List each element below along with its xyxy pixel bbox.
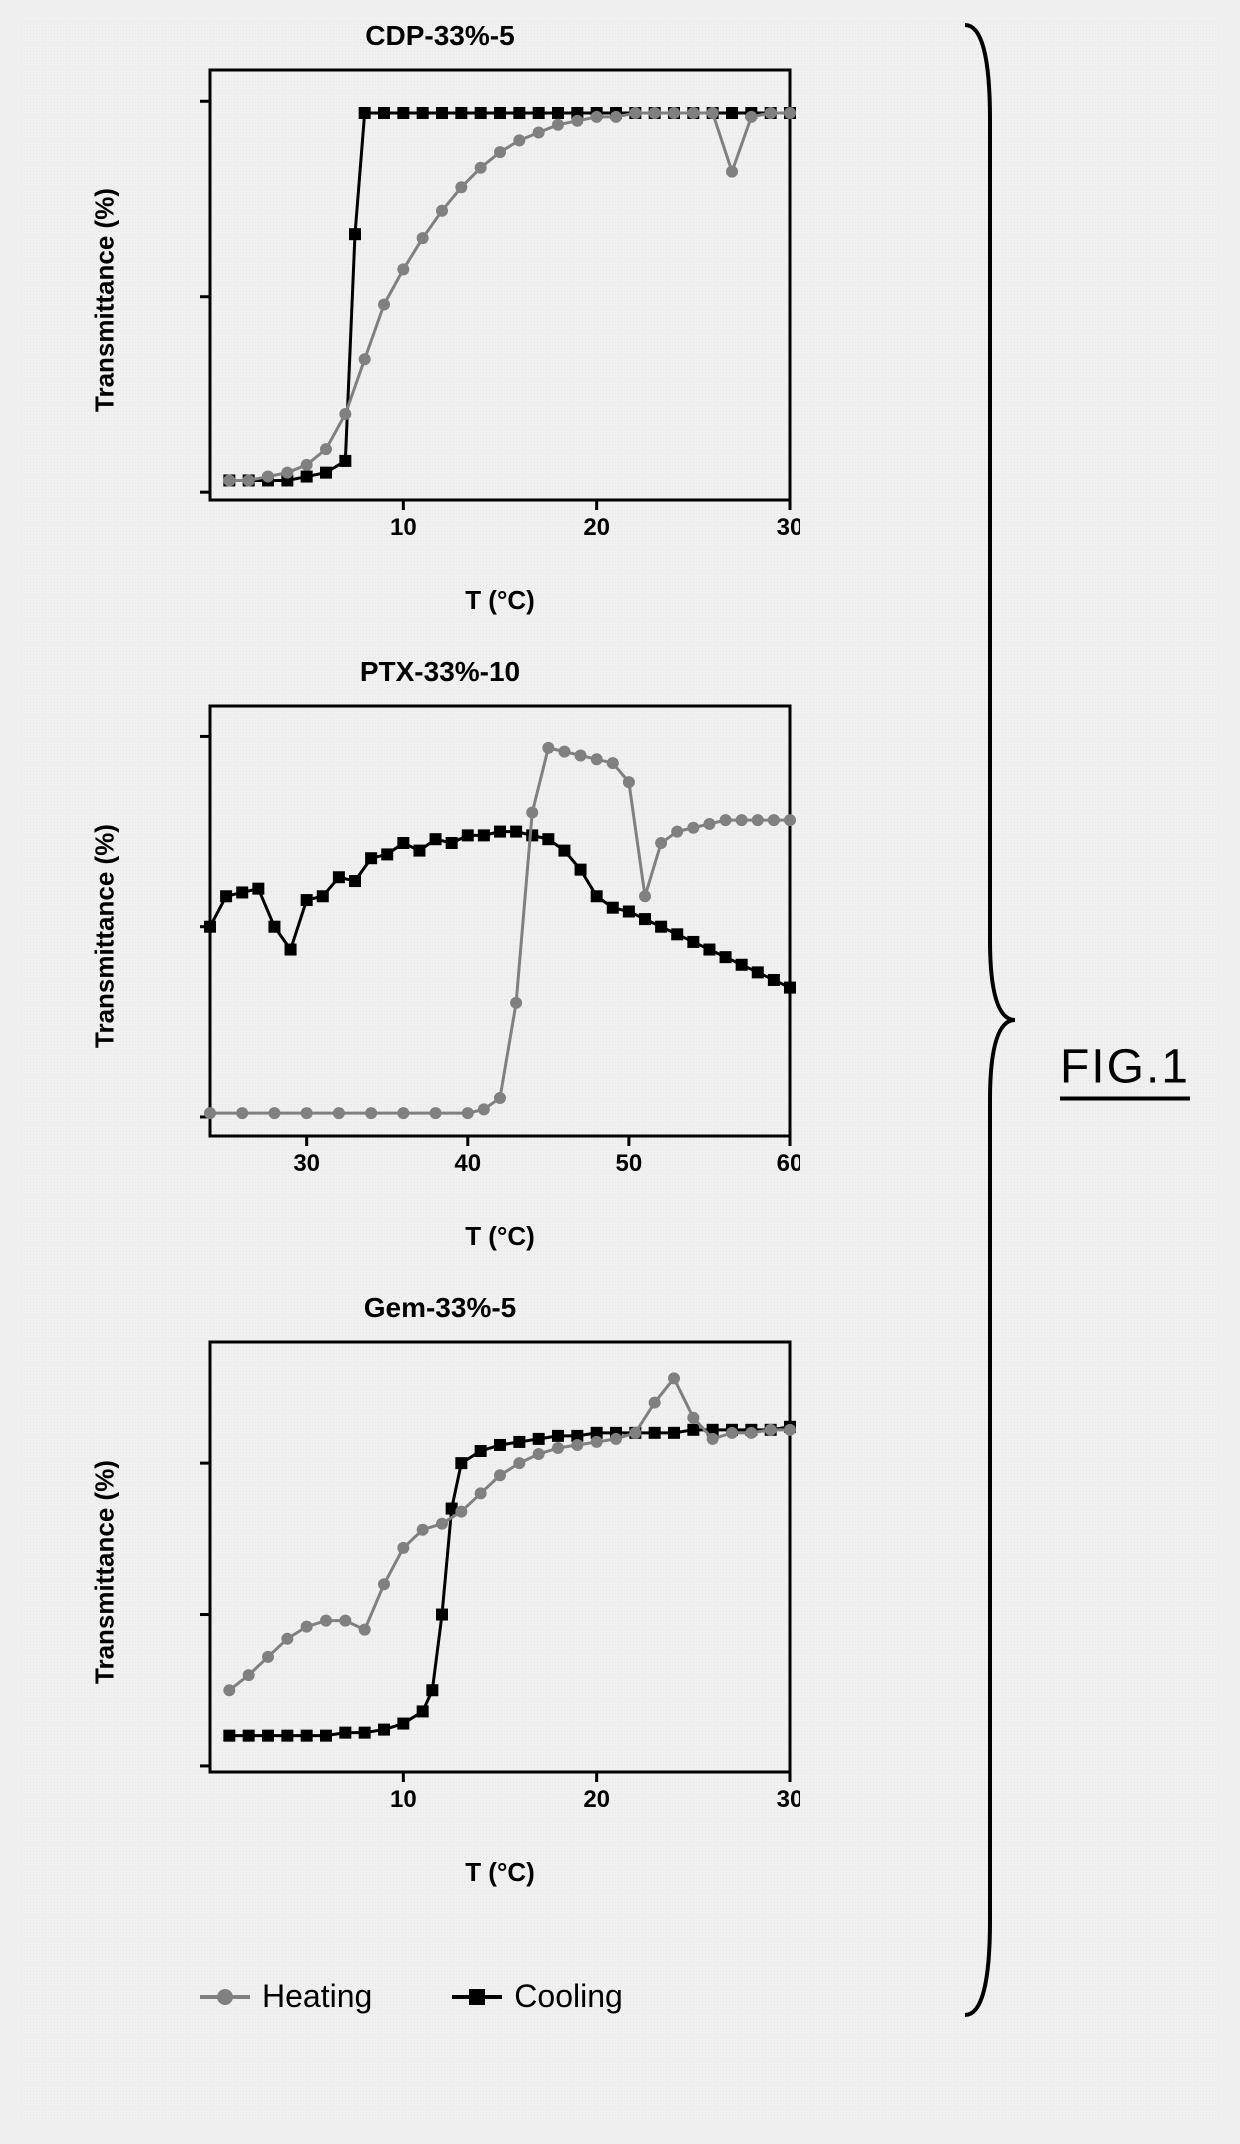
svg-text:10: 10 <box>390 514 417 540</box>
x-axis-label: T (°C) <box>200 585 800 616</box>
chart-title: PTX-33%-10 <box>80 656 800 688</box>
legend-label: Heating <box>262 1978 372 2015</box>
legend-swatch-heating <box>200 1995 250 1999</box>
chart-title: CDP-33%-5 <box>80 20 800 52</box>
chart-svg: 102030050100 <box>200 60 800 540</box>
svg-text:30: 30 <box>777 1786 800 1812</box>
chart-title: Gem-33%-5 <box>80 1292 800 1324</box>
brace-icon <box>960 20 1020 2020</box>
legend: Heating Cooling <box>200 1978 800 2015</box>
plot-area: Transmittance (%) 102030050100 <box>200 60 800 540</box>
svg-text:40: 40 <box>454 1150 481 1176</box>
svg-text:20: 20 <box>583 514 610 540</box>
svg-text:20: 20 <box>583 1786 610 1812</box>
chart-svg: 102030050100 <box>200 1332 800 1812</box>
x-axis-label: T (°C) <box>200 1857 800 1888</box>
legend-label: Cooling <box>514 1978 623 2015</box>
y-axis-label: Transmittance (%) <box>90 188 121 412</box>
y-axis-label: Transmittance (%) <box>90 824 121 1048</box>
charts-column: CDP-33%-5 Transmittance (%) 102030050100… <box>80 20 800 2015</box>
plot-area: Transmittance (%) 102030050100 <box>200 1332 800 1812</box>
legend-swatch-cooling <box>452 1995 502 1999</box>
chart-cdp: CDP-33%-5 Transmittance (%) 102030050100… <box>80 20 800 616</box>
x-axis-label: T (°C) <box>200 1221 800 1252</box>
chart-gem: Gem-33%-5 Transmittance (%) 102030050100… <box>80 1292 800 1888</box>
legend-item-cooling: Cooling <box>452 1978 623 2015</box>
plot-area: Transmittance (%) 30405060050100 <box>200 696 800 1176</box>
chart-svg: 30405060050100 <box>200 696 800 1176</box>
y-axis-label: Transmittance (%) <box>90 1460 121 1684</box>
svg-text:30: 30 <box>777 514 800 540</box>
chart-ptx: PTX-33%-10 Transmittance (%) 30405060050… <box>80 656 800 1252</box>
figure-label: FIG.1 <box>1060 1040 1190 1101</box>
svg-text:10: 10 <box>390 1786 417 1812</box>
legend-item-heating: Heating <box>200 1978 372 2015</box>
svg-text:60: 60 <box>777 1150 800 1176</box>
svg-text:50: 50 <box>616 1150 643 1176</box>
svg-text:30: 30 <box>293 1150 320 1176</box>
